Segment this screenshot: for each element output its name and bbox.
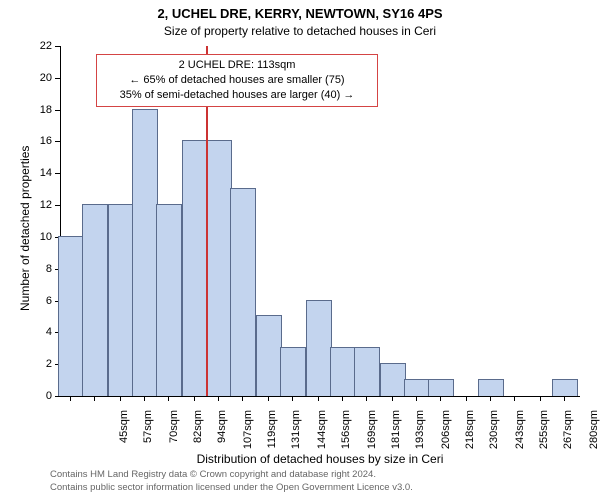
histogram-bar: [354, 347, 381, 396]
y-tick: [55, 173, 60, 174]
x-tick: [268, 396, 269, 401]
x-tick: [70, 396, 71, 401]
histogram-bar: [478, 379, 505, 396]
x-tick: [342, 396, 343, 401]
histogram-bar: [58, 236, 85, 396]
footer-line1: Contains HM Land Registry data © Crown c…: [50, 469, 413, 481]
x-tick: [392, 396, 393, 401]
y-tick: [55, 141, 60, 142]
x-tick: [292, 396, 293, 401]
x-tick: [242, 396, 243, 401]
x-tick: [144, 396, 145, 401]
annotation-line: 2 UCHEL DRE: 113sqm: [103, 58, 371, 73]
x-tick: [490, 396, 491, 401]
y-tick-label: 2: [28, 358, 52, 370]
x-tick: [540, 396, 541, 401]
histogram-bar: [404, 379, 431, 396]
chart-container: 2, UCHEL DRE, KERRY, NEWTOWN, SY16 4PS S…: [0, 0, 600, 500]
y-tick-label: 18: [28, 104, 52, 116]
x-tick-label: 280sqm: [588, 410, 600, 460]
footer-attribution: Contains HM Land Registry data © Crown c…: [50, 469, 413, 494]
histogram-bar: [428, 379, 455, 396]
y-tick: [55, 46, 60, 47]
footer-line2: Contains public sector information licen…: [50, 482, 413, 494]
histogram-bar: [206, 140, 233, 396]
annotation-box: 2 UCHEL DRE: 113sqm← 65% of detached hou…: [96, 54, 378, 107]
histogram-bar: [230, 188, 257, 396]
histogram-bar: [108, 204, 135, 396]
x-tick: [564, 396, 565, 401]
histogram-bar: [182, 140, 209, 396]
histogram-bar: [380, 363, 407, 396]
x-tick: [366, 396, 367, 401]
histogram-bar: [280, 347, 307, 396]
y-tick: [55, 110, 60, 111]
chart-title-line2: Size of property relative to detached ho…: [0, 24, 600, 38]
x-tick: [440, 396, 441, 401]
y-tick: [55, 78, 60, 79]
y-tick-label: 0: [28, 390, 52, 402]
x-tick: [194, 396, 195, 401]
x-tick: [514, 396, 515, 401]
y-axis-title: Number of detached properties: [18, 146, 32, 311]
x-axis-spine: [60, 396, 580, 397]
histogram-bar: [552, 379, 579, 396]
x-tick: [416, 396, 417, 401]
chart-title-line1: 2, UCHEL DRE, KERRY, NEWTOWN, SY16 4PS: [0, 6, 600, 21]
histogram-bar: [256, 315, 283, 396]
plot-area: 024681012141618202245sqm57sqm70sqm82sqm9…: [60, 46, 580, 396]
y-tick-label: 22: [28, 40, 52, 52]
y-tick-label: 20: [28, 72, 52, 84]
annotation-line: ← 65% of detached houses are smaller (75…: [103, 73, 371, 88]
histogram-bar: [82, 204, 109, 396]
histogram-bar: [156, 204, 183, 396]
x-tick: [120, 396, 121, 401]
y-tick: [55, 396, 60, 397]
histogram-bar: [132, 109, 159, 396]
y-tick: [55, 205, 60, 206]
x-tick: [466, 396, 467, 401]
x-tick: [218, 396, 219, 401]
x-axis-title: Distribution of detached houses by size …: [60, 452, 580, 466]
x-tick: [318, 396, 319, 401]
y-tick-label: 4: [28, 326, 52, 338]
histogram-bar: [330, 347, 357, 396]
x-tick: [168, 396, 169, 401]
annotation-line: 35% of semi-detached houses are larger (…: [103, 88, 371, 103]
histogram-bar: [306, 300, 333, 396]
x-tick: [94, 396, 95, 401]
